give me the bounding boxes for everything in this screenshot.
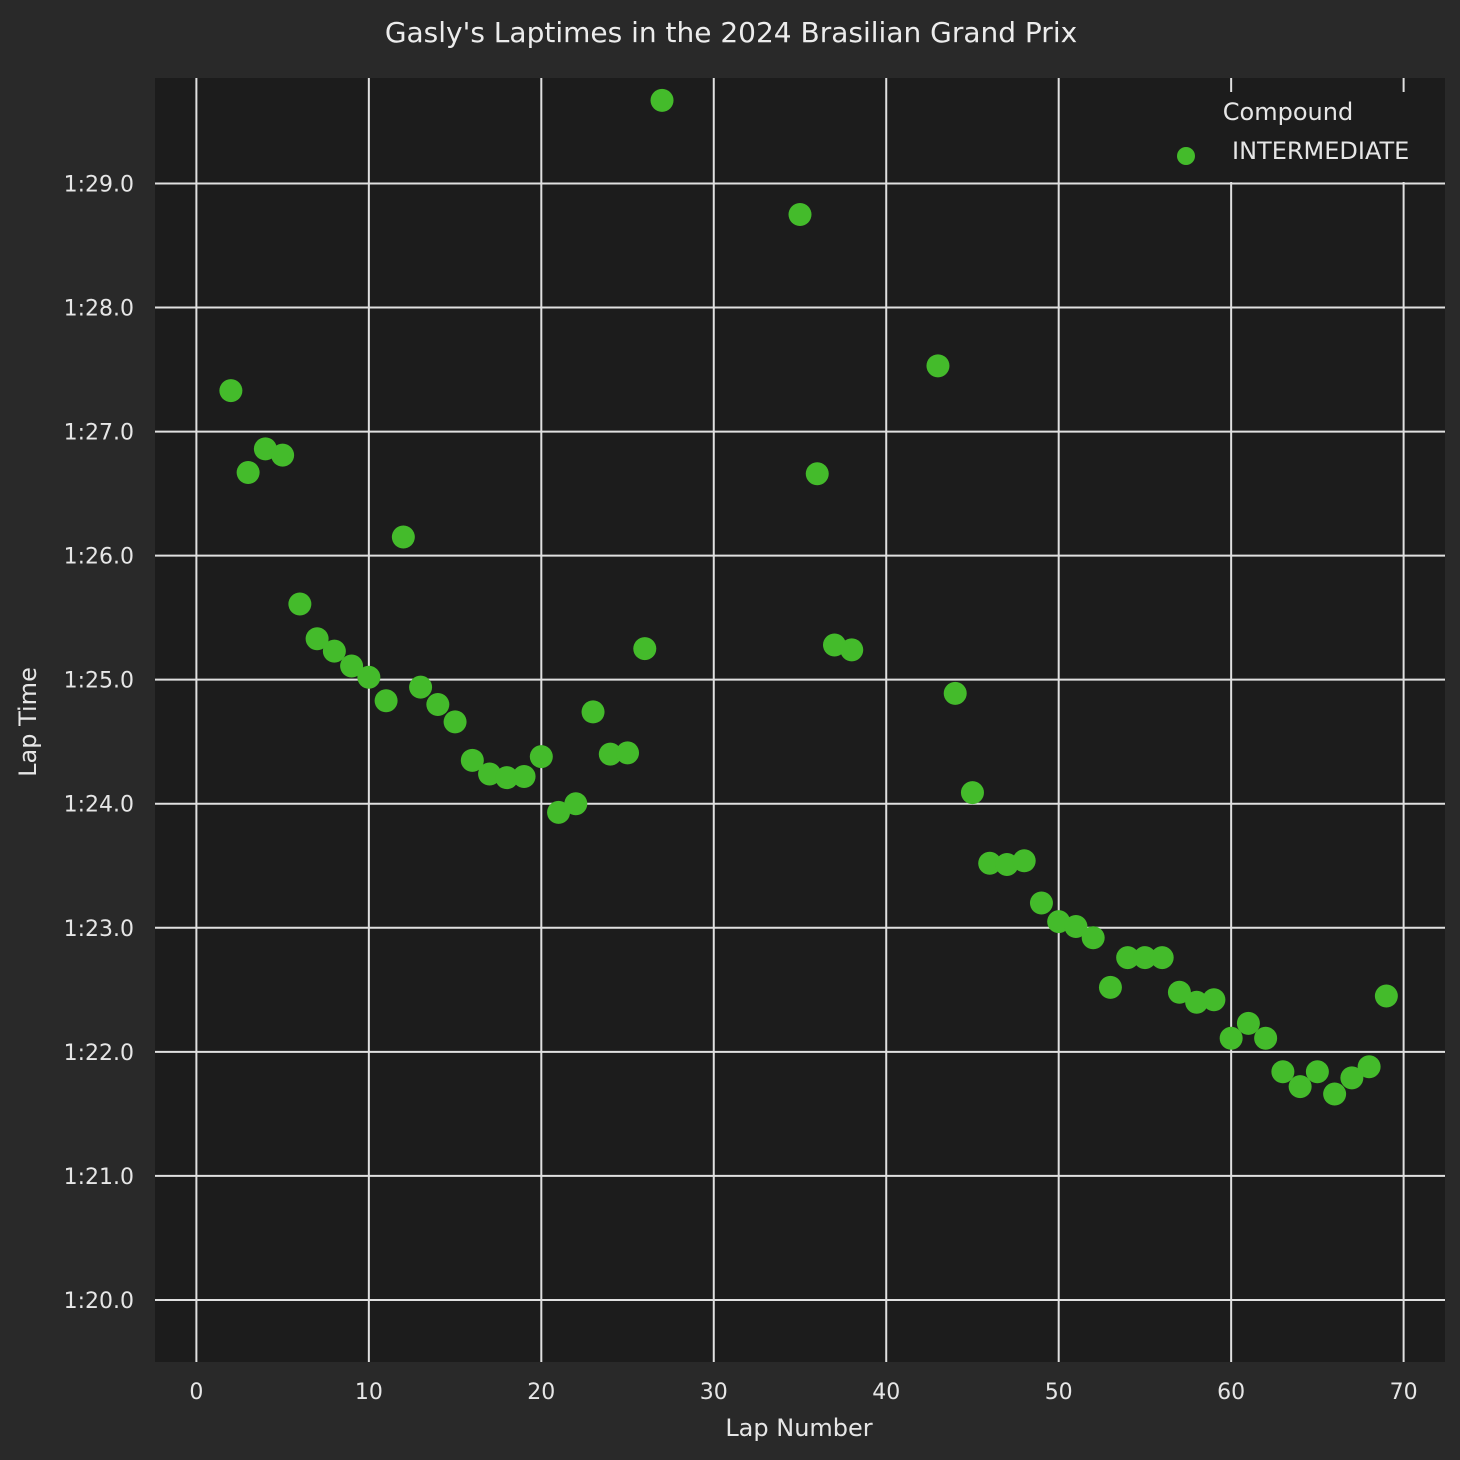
- legend-title: Compound: [1223, 98, 1353, 126]
- data-point[interactable]: [564, 792, 588, 816]
- data-points: [219, 88, 1398, 1106]
- y-tick-label: 1:25.0: [64, 669, 134, 694]
- data-point[interactable]: [236, 461, 260, 485]
- data-point[interactable]: [1185, 990, 1209, 1014]
- data-point[interactable]: [305, 627, 329, 651]
- data-point[interactable]: [1236, 1011, 1260, 1035]
- data-point[interactable]: [426, 692, 450, 716]
- data-point[interactable]: [443, 710, 467, 734]
- data-point[interactable]: [322, 639, 346, 663]
- data-point[interactable]: [478, 762, 502, 786]
- data-point[interactable]: [1133, 946, 1157, 970]
- y-tick-label: 1:22.0: [64, 1041, 134, 1066]
- data-point[interactable]: [253, 437, 277, 461]
- data-point[interactable]: [512, 764, 536, 788]
- data-point[interactable]: [1271, 1060, 1295, 1084]
- data-point[interactable]: [288, 592, 312, 616]
- data-point[interactable]: [495, 766, 519, 790]
- data-point[interactable]: [978, 851, 1002, 875]
- data-point[interactable]: [340, 654, 364, 678]
- data-point[interactable]: [1374, 984, 1398, 1008]
- data-point[interactable]: [1288, 1075, 1312, 1099]
- data-point[interactable]: [391, 525, 415, 549]
- data-point[interactable]: [995, 853, 1019, 877]
- data-point[interactable]: [219, 379, 243, 403]
- data-point[interactable]: [840, 638, 864, 662]
- data-point[interactable]: [822, 633, 846, 657]
- y-tick-label: 1:21.0: [64, 1165, 134, 1190]
- y-tick-label: 1:27.0: [64, 421, 134, 446]
- legend-marker: [1177, 147, 1195, 165]
- y-tick-label: 1:20.0: [64, 1289, 134, 1314]
- legend[interactable]: Compound INTERMEDIATE: [1148, 92, 1436, 182]
- x-tick-label: 20: [527, 1380, 555, 1405]
- data-point[interactable]: [1167, 980, 1191, 1004]
- data-point[interactable]: [926, 354, 950, 378]
- data-point[interactable]: [1254, 1026, 1278, 1050]
- data-point[interactable]: [357, 665, 381, 689]
- data-point[interactable]: [1029, 891, 1053, 915]
- y-tick-label: 1:29.0: [64, 172, 134, 197]
- data-point[interactable]: [1012, 849, 1036, 873]
- y-tick-labels: 1:20.0 1:21.0 1:22.0 1:23.0 1:24.0 1:25.0 1:26…: [64, 172, 134, 1314]
- data-point[interactable]: [409, 675, 433, 699]
- data-point[interactable]: [805, 462, 829, 486]
- data-point[interactable]: [1064, 915, 1088, 939]
- data-point[interactable]: [271, 443, 295, 467]
- data-point[interactable]: [1150, 946, 1174, 970]
- x-tick-label: 30: [700, 1380, 728, 1405]
- data-point[interactable]: [960, 781, 984, 805]
- legend-box: [1148, 92, 1436, 182]
- plot-area: [155, 78, 1445, 1362]
- data-point[interactable]: [1116, 946, 1140, 970]
- data-point[interactable]: [460, 748, 484, 772]
- data-point[interactable]: [1047, 910, 1071, 934]
- data-point[interactable]: [1340, 1066, 1364, 1090]
- data-point[interactable]: [598, 742, 622, 766]
- data-point[interactable]: [1098, 975, 1122, 999]
- data-point[interactable]: [1081, 926, 1105, 950]
- data-point[interactable]: [616, 741, 640, 765]
- data-point[interactable]: [788, 202, 812, 226]
- y-tick-label: 1:23.0: [64, 917, 134, 942]
- x-tick-label: 10: [355, 1380, 383, 1405]
- data-point[interactable]: [1202, 988, 1226, 1012]
- chart-title: Gasly's Laptimes in the 2024 Brasilian G…: [385, 16, 1077, 49]
- x-tick-label: 60: [1217, 1380, 1245, 1405]
- data-point[interactable]: [650, 88, 674, 112]
- data-point[interactable]: [529, 745, 553, 769]
- y-tick-label: 1:28.0: [64, 297, 134, 322]
- data-point[interactable]: [1323, 1082, 1347, 1106]
- y-tick-label: 1:24.0: [64, 793, 134, 818]
- x-tick-label: 0: [189, 1380, 203, 1405]
- x-tick-label: 50: [1045, 1380, 1073, 1405]
- data-point[interactable]: [1219, 1026, 1243, 1050]
- legend-entry-intermediate: INTERMEDIATE: [1232, 137, 1409, 165]
- data-point[interactable]: [581, 700, 605, 724]
- x-axis-title: Lap Number: [725, 1414, 872, 1442]
- data-point[interactable]: [547, 800, 571, 824]
- data-point[interactable]: [1305, 1060, 1329, 1084]
- y-axis-title: Lap Time: [14, 667, 42, 777]
- data-point[interactable]: [633, 637, 657, 661]
- grid-lines: [155, 78, 1445, 1362]
- data-point[interactable]: [1357, 1055, 1381, 1079]
- x-tick-label: 40: [872, 1380, 900, 1405]
- x-tick-labels: 0 10 20 30 40 50 60 70: [189, 1380, 1417, 1405]
- y-tick-label: 1:26.0: [64, 545, 134, 570]
- x-tick-label: 70: [1390, 1380, 1418, 1405]
- data-point[interactable]: [943, 681, 967, 705]
- data-point[interactable]: [374, 689, 398, 713]
